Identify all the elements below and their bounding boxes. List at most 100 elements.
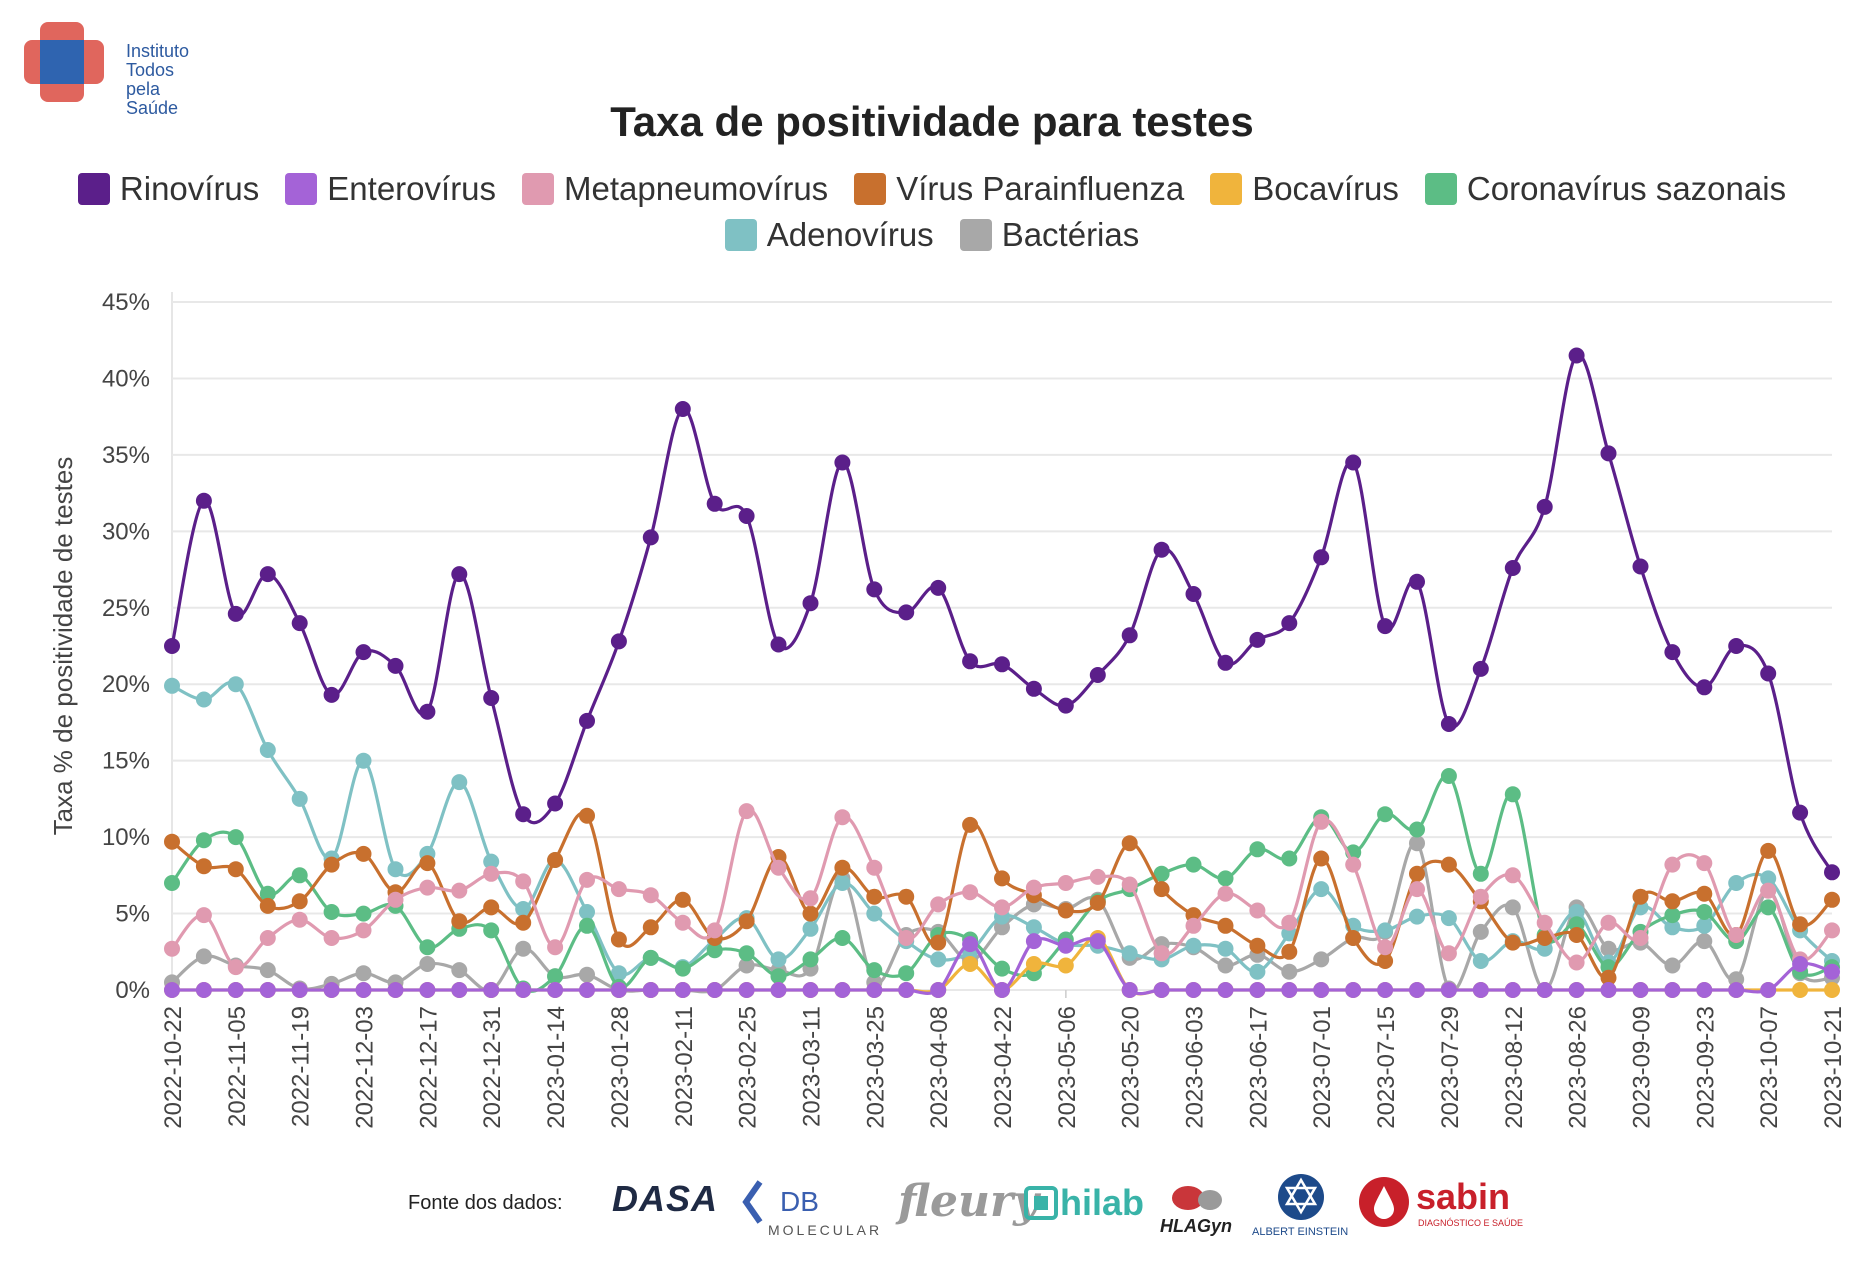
data-point bbox=[706, 982, 723, 998]
data-point bbox=[1345, 930, 1362, 946]
data-point bbox=[164, 677, 180, 694]
x-tick-label: 2022-11-19 bbox=[288, 1006, 315, 1127]
logo-line: pela bbox=[126, 79, 161, 99]
data-point bbox=[259, 566, 276, 583]
data-point bbox=[1472, 888, 1489, 905]
x-tick-label: 2023-07-01 bbox=[1309, 1006, 1336, 1129]
data-point bbox=[1632, 888, 1649, 905]
data-point bbox=[547, 982, 564, 998]
data-point bbox=[547, 939, 564, 956]
data-point bbox=[674, 914, 691, 931]
data-point bbox=[1664, 919, 1681, 936]
x-tick-label: 2023-01-28 bbox=[607, 1006, 634, 1129]
data-point bbox=[323, 856, 340, 873]
legend-item[interactable]: Bocavírus bbox=[1210, 170, 1399, 208]
data-point bbox=[1313, 813, 1330, 830]
data-point bbox=[1472, 953, 1489, 969]
data-point bbox=[1249, 902, 1266, 919]
data-point bbox=[323, 930, 340, 946]
data-point bbox=[1632, 982, 1649, 998]
data-point bbox=[355, 965, 372, 982]
legend-item[interactable]: Vírus Parainfluenza bbox=[854, 170, 1184, 208]
data-point bbox=[642, 982, 659, 998]
data-point bbox=[1313, 549, 1330, 566]
data-point bbox=[483, 899, 500, 916]
data-point bbox=[1377, 939, 1394, 956]
legend-item[interactable]: Metapneumovírus bbox=[522, 170, 828, 208]
data-point bbox=[1249, 963, 1266, 980]
data-point bbox=[419, 879, 436, 896]
data-point bbox=[1281, 963, 1298, 980]
data-point bbox=[1377, 806, 1394, 823]
legend-item[interactable]: Rinovírus bbox=[77, 170, 259, 208]
data-point bbox=[195, 948, 212, 965]
data-point bbox=[1632, 558, 1649, 575]
source-fleury-logo: fleury bbox=[898, 1176, 1039, 1227]
data-point bbox=[834, 930, 851, 946]
x-tick-label: 2023-06-17 bbox=[1245, 1006, 1272, 1129]
data-point bbox=[1664, 907, 1681, 924]
legend-label: Bocavírus bbox=[1252, 170, 1399, 207]
data-point bbox=[642, 919, 659, 936]
data-point bbox=[1440, 945, 1457, 962]
data-point bbox=[355, 845, 372, 862]
legend-item[interactable]: Enterovírus bbox=[285, 170, 496, 208]
data-point bbox=[515, 806, 532, 823]
data-point bbox=[164, 940, 180, 957]
data-point bbox=[1185, 856, 1202, 873]
data-point bbox=[1185, 917, 1202, 934]
data-point bbox=[1568, 904, 1585, 920]
data-point bbox=[291, 982, 308, 998]
data-point bbox=[898, 982, 915, 998]
data-point bbox=[323, 904, 340, 920]
data-point bbox=[227, 982, 244, 998]
data-point bbox=[1728, 927, 1745, 943]
data-point bbox=[164, 982, 180, 998]
data-point bbox=[1504, 786, 1521, 803]
data-point bbox=[642, 529, 659, 546]
data-point bbox=[355, 982, 372, 998]
data-point bbox=[866, 962, 883, 979]
data-point bbox=[610, 633, 627, 650]
data-point bbox=[1025, 956, 1042, 972]
data-point bbox=[579, 917, 595, 934]
data-point bbox=[1313, 881, 1330, 898]
data-point bbox=[834, 875, 851, 891]
logo-line: Saúde bbox=[126, 98, 179, 118]
source-einstein-logo: ALBERT EINSTEIN bbox=[1252, 1172, 1352, 1242]
data-point bbox=[1472, 660, 1489, 677]
data-point bbox=[1249, 982, 1266, 998]
data-point bbox=[195, 982, 212, 998]
data-point bbox=[1121, 835, 1138, 852]
data-point bbox=[1792, 916, 1809, 933]
hilab-text: hilab bbox=[1060, 1182, 1145, 1223]
data-point bbox=[1409, 573, 1425, 590]
instituto-logo: Instituto Todos pela Saúde bbox=[24, 22, 204, 118]
data-point bbox=[547, 968, 564, 985]
legend-item[interactable]: Adenovírus bbox=[724, 216, 934, 254]
data-point bbox=[419, 855, 436, 872]
data-point bbox=[451, 774, 468, 791]
legend-label: Adenovírus bbox=[766, 216, 934, 253]
legend-item[interactable]: Bactérias bbox=[959, 216, 1139, 254]
data-point bbox=[994, 982, 1010, 998]
data-point bbox=[1121, 945, 1138, 962]
data-point bbox=[323, 686, 340, 703]
data-point bbox=[1728, 982, 1745, 998]
data-point bbox=[1664, 893, 1681, 910]
data-point bbox=[1568, 982, 1585, 998]
data-point bbox=[962, 884, 979, 901]
data-point bbox=[770, 968, 787, 985]
y-tick-label: 0% bbox=[115, 977, 150, 1004]
data-point bbox=[1377, 982, 1394, 998]
data-point bbox=[515, 873, 532, 890]
y-tick-label: 5% bbox=[115, 901, 150, 928]
legend-item[interactable]: Coronavírus sazonais bbox=[1424, 170, 1786, 208]
data-point bbox=[164, 833, 180, 850]
data-point bbox=[419, 956, 436, 972]
data-point bbox=[1632, 930, 1649, 946]
legend-swatch bbox=[522, 173, 555, 205]
data-point bbox=[164, 875, 180, 891]
data-point bbox=[962, 936, 979, 953]
data-point bbox=[738, 508, 755, 524]
